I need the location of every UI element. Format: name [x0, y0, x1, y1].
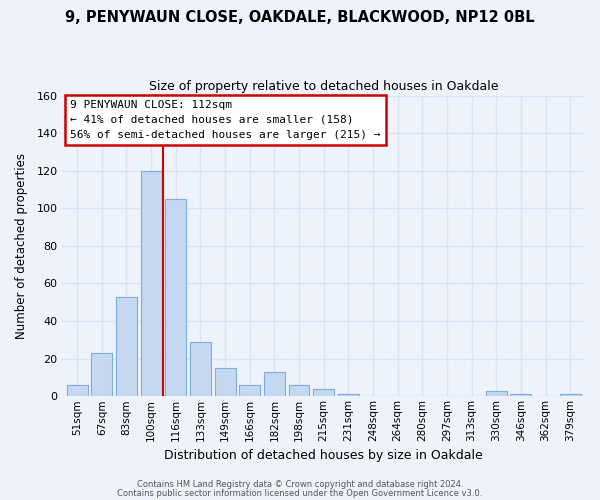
Bar [486, 390, 507, 396]
Title: Size of property relative to detached houses in Oakdale: Size of property relative to detached ho… [149, 80, 499, 93]
Bar [190, 342, 211, 396]
Text: Contains public sector information licensed under the Open Government Licence v3: Contains public sector information licen… [118, 488, 482, 498]
Text: 9, PENYWAUN CLOSE, OAKDALE, BLACKWOOD, NP12 0BL: 9, PENYWAUN CLOSE, OAKDALE, BLACKWOOD, N… [65, 10, 535, 25]
Bar [239, 385, 260, 396]
Bar [116, 296, 137, 396]
Bar [338, 394, 359, 396]
Bar [511, 394, 532, 396]
Bar [165, 199, 186, 396]
Bar [560, 394, 581, 396]
Bar [67, 385, 88, 396]
Bar [140, 170, 161, 396]
X-axis label: Distribution of detached houses by size in Oakdale: Distribution of detached houses by size … [164, 450, 483, 462]
Y-axis label: Number of detached properties: Number of detached properties [15, 153, 28, 339]
Bar [289, 385, 310, 396]
Text: 9 PENYWAUN CLOSE: 112sqm
← 41% of detached houses are smaller (158)
56% of semi-: 9 PENYWAUN CLOSE: 112sqm ← 41% of detach… [70, 100, 380, 140]
Bar [313, 388, 334, 396]
Bar [215, 368, 236, 396]
Text: Contains HM Land Registry data © Crown copyright and database right 2024.: Contains HM Land Registry data © Crown c… [137, 480, 463, 489]
Bar [91, 353, 112, 397]
Bar [264, 372, 285, 396]
